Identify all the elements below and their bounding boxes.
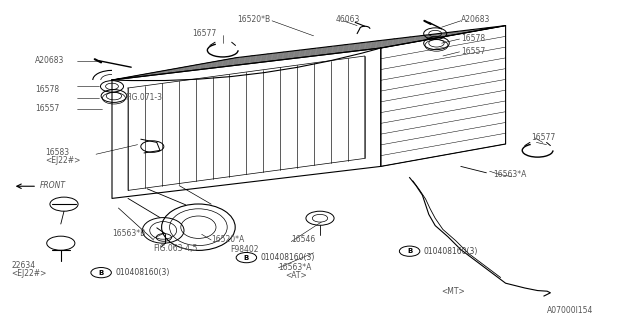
Text: FRONT: FRONT	[40, 181, 66, 190]
Text: A07000l154: A07000l154	[547, 306, 593, 315]
Text: <EJ22#>: <EJ22#>	[12, 269, 47, 278]
Text: FIG.063-4,5: FIG.063-4,5	[154, 244, 198, 252]
Text: 46063: 46063	[336, 15, 360, 24]
Text: <MT>: <MT>	[442, 287, 465, 296]
Text: 16563*A: 16563*A	[278, 263, 312, 272]
Text: 16577: 16577	[531, 133, 556, 142]
Text: 16583: 16583	[45, 148, 69, 156]
Text: 16563*B: 16563*B	[112, 229, 145, 238]
Text: 010408160(3): 010408160(3)	[424, 247, 478, 256]
Text: 16577: 16577	[192, 29, 216, 38]
Text: 16578: 16578	[461, 34, 485, 43]
Text: B: B	[99, 270, 104, 276]
Text: <EJ22#>: <EJ22#>	[45, 156, 80, 164]
Text: 16520*B: 16520*B	[237, 15, 270, 24]
Text: B: B	[244, 255, 249, 260]
Text: <AT>: <AT>	[285, 271, 307, 280]
Text: 010408160(3): 010408160(3)	[115, 268, 170, 277]
Text: 22634: 22634	[12, 261, 36, 270]
Text: F98402: F98402	[230, 245, 259, 254]
Text: A20683: A20683	[35, 56, 65, 65]
Text: B: B	[407, 248, 412, 254]
Text: 16557: 16557	[35, 104, 60, 113]
Text: 16557: 16557	[461, 47, 485, 56]
Text: 16520*A: 16520*A	[211, 236, 244, 244]
Text: A20683: A20683	[461, 15, 490, 24]
Text: 16578: 16578	[35, 85, 60, 94]
Text: FIG.071-3: FIG.071-3	[125, 93, 162, 102]
Text: 010408160(3): 010408160(3)	[260, 253, 315, 262]
Text: 16563*A: 16563*A	[493, 170, 526, 179]
Text: 16546: 16546	[291, 236, 316, 244]
